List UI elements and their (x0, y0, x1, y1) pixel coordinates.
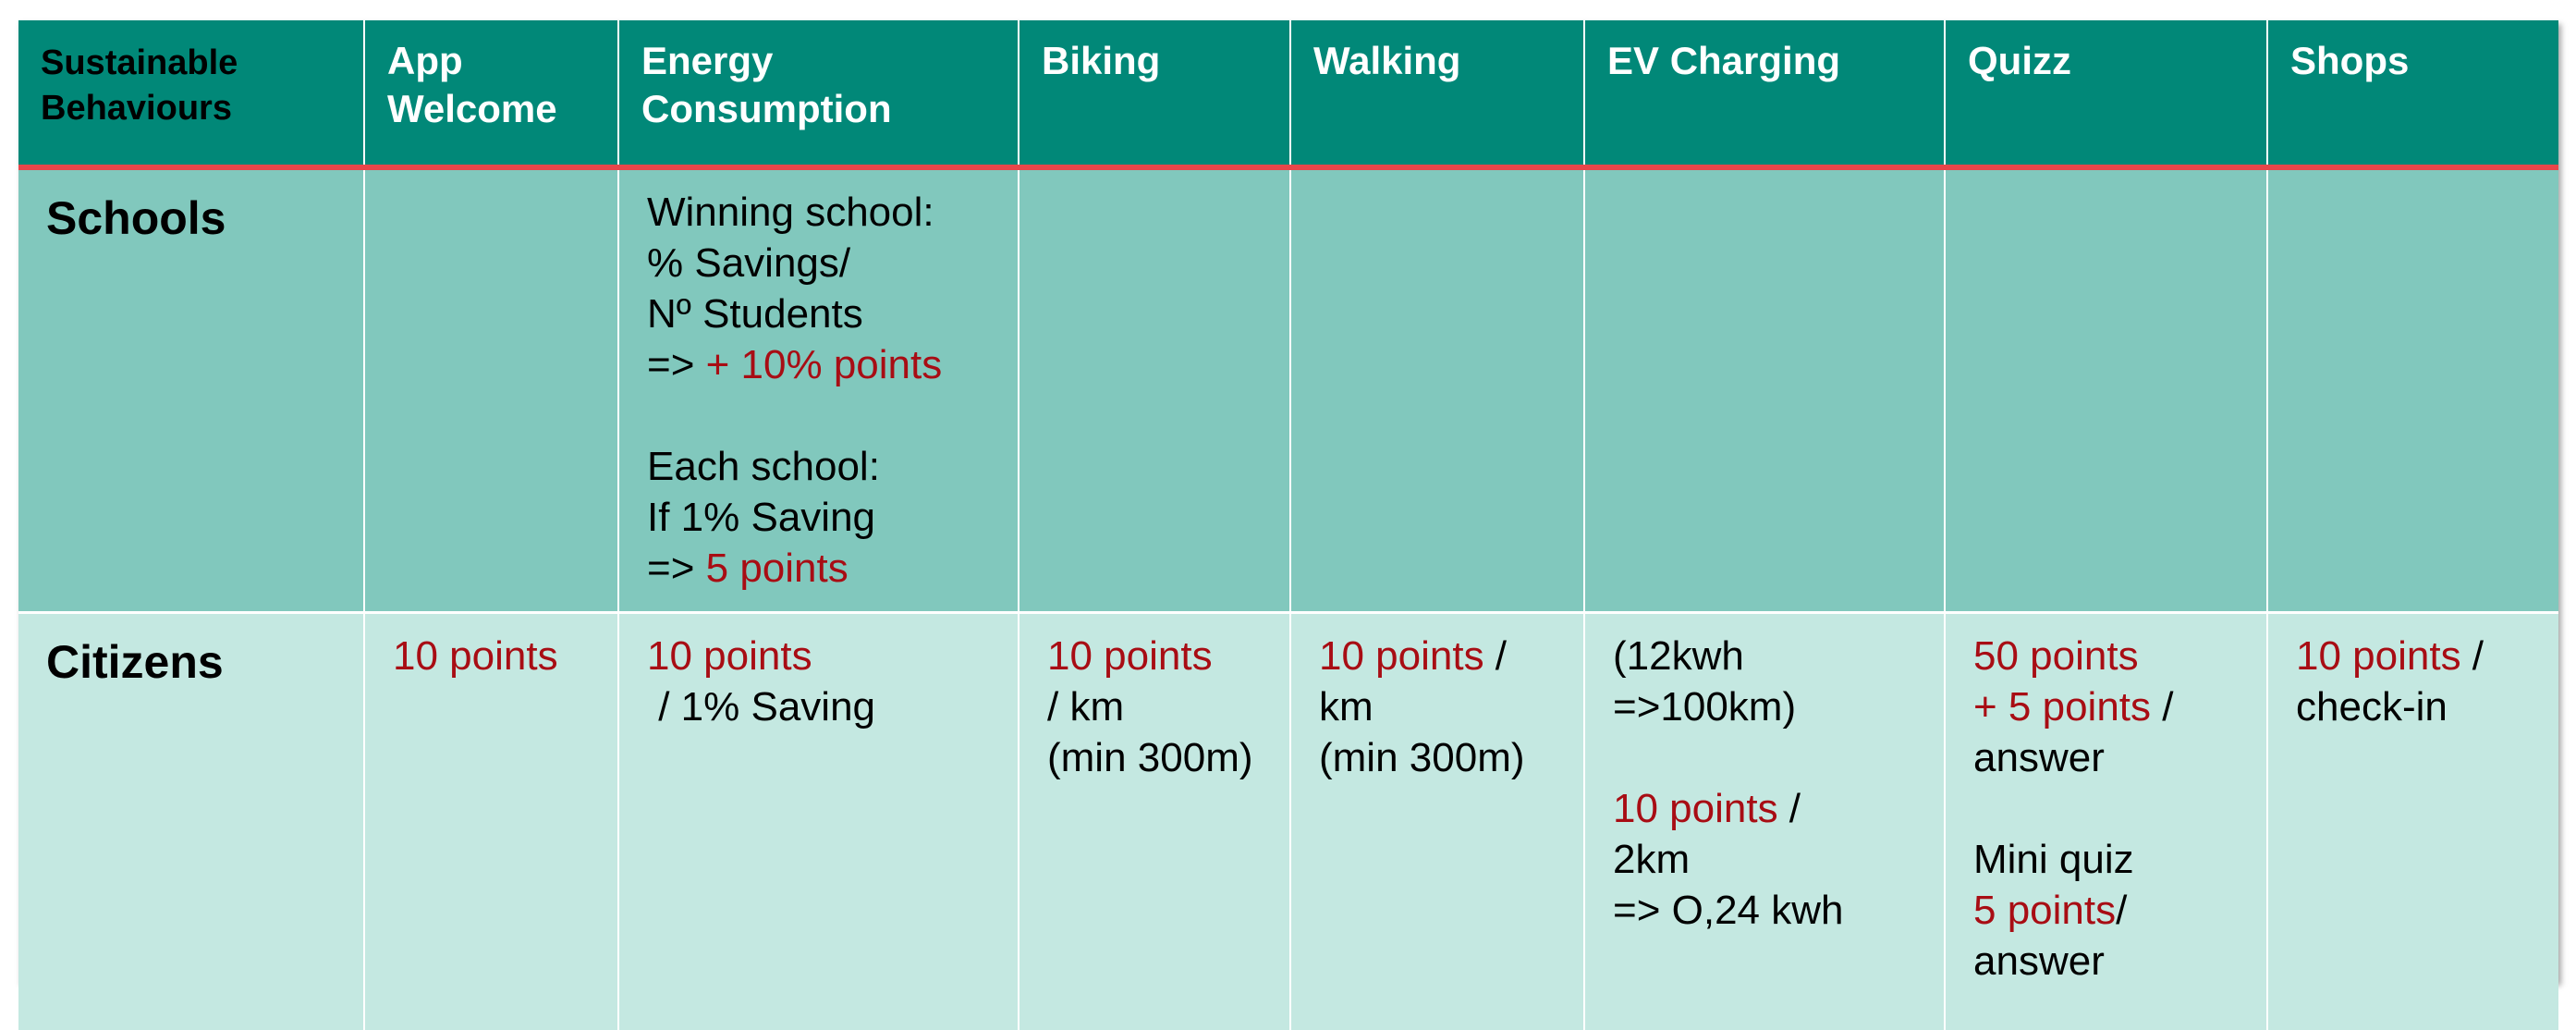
schools-row: Schools Winning school: % Savings/ Nº St… (18, 167, 2558, 613)
header-sustainable-behaviours: Sustainable Behaviours (18, 20, 364, 167)
schools-energy-line5: Each school: (647, 441, 999, 492)
citizens-walking-points: 10 points (1319, 633, 1484, 679)
citizens-biking-cell: 10 points / km (min 300m) (1019, 613, 1290, 1030)
citizens-quizz-answer-points: + 5 points (1973, 684, 2151, 730)
schools-energy-line1: Winning school: (647, 187, 999, 238)
header-app-welcome: App Welcome (364, 20, 618, 167)
header-quizz-label: Quizz (1968, 37, 2248, 85)
citizens-quizz-base-points: 50 points (1973, 631, 2248, 681)
schools-energy-line7-prefix: => (647, 546, 706, 591)
citizens-walking-line2: km (1319, 681, 1565, 732)
header-corner-line1: Sustainable (41, 41, 345, 86)
citizens-shops-line2: check-in (2296, 681, 2540, 732)
citizens-app-welcome-points: 10 points (393, 631, 599, 681)
schools-quizz-cell (1945, 167, 2267, 613)
schools-shops-cell (2267, 167, 2558, 613)
header-corner-line2: Behaviours (41, 86, 345, 131)
header-biking: Biking (1019, 20, 1290, 167)
schools-energy-line4: => + 10% points (647, 339, 999, 390)
citizens-quizz-line5-suffix: / (2116, 888, 2127, 933)
citizens-quizz-line5: 5 points/ (1973, 885, 2248, 936)
citizens-biking-line3: (min 300m) (1047, 732, 1271, 783)
header-energy-line1: Energy (641, 37, 999, 85)
citizens-ev-line1: (12kwh (1613, 631, 1925, 681)
schools-energy-line7: => 5 points (647, 543, 999, 594)
citizens-walking-cell: 10 points / km (min 300m) (1290, 613, 1584, 1030)
citizens-shops-line1: 10 points / (2296, 631, 2540, 681)
citizens-ev-cell: (12kwh =>100km) 10 points / 2km => O,24 … (1584, 613, 1945, 1030)
citizens-walking-line1-suffix: / (1484, 633, 1507, 679)
citizens-ev-line3-suffix: / (1778, 786, 1801, 831)
citizens-quizz-line6: answer (1973, 936, 2248, 987)
schools-energy-winning-points: + 10% points (706, 342, 943, 387)
schools-ev-cell (1584, 167, 1945, 613)
schools-biking-cell (1019, 167, 1290, 613)
schools-energy-line2: % Savings/ (647, 238, 999, 288)
header-row: Sustainable Behaviours App Welcome Energ… (18, 20, 2558, 167)
citizens-energy-points: 10 points (647, 631, 999, 681)
citizens-quizz-line2: + 5 points / (1973, 681, 2248, 732)
citizens-quizz-cell: 50 points + 5 points / answer Mini quiz … (1945, 613, 2267, 1030)
behaviours-points-table-frame: Sustainable Behaviours App Welcome Energ… (18, 20, 2558, 982)
header-shops: Shops (2267, 20, 2558, 167)
citizens-energy-line2: / 1% Saving (647, 681, 999, 732)
citizens-row: Citizens 10 points 10 points / 1% Saving… (18, 613, 2558, 1030)
citizens-biking-line2: / km (1047, 681, 1271, 732)
citizens-walking-line1: 10 points / (1319, 631, 1565, 681)
schools-energy-line4-prefix: => (647, 342, 706, 387)
header-energy-line2: Consumption (641, 85, 999, 133)
schools-walking-cell (1290, 167, 1584, 613)
schools-energy-line3: Nº Students (647, 288, 999, 339)
citizens-ev-line5: => O,24 kwh (1613, 885, 1925, 936)
schools-row-label: Schools (18, 167, 364, 613)
header-ev-label: EV Charging (1607, 37, 1925, 85)
schools-app-welcome-cell (364, 167, 618, 613)
header-ev-charging: EV Charging (1584, 20, 1945, 167)
behaviours-points-table: Sustainable Behaviours App Welcome Energ… (18, 20, 2558, 1030)
citizens-quizz-line2-suffix: / (2151, 684, 2173, 730)
citizens-biking-points: 10 points (1047, 631, 1271, 681)
schools-energy-cell: Winning school: % Savings/ Nº Students =… (618, 167, 1019, 613)
header-walking: Walking (1290, 20, 1584, 167)
citizens-shops-points: 10 points (2296, 633, 2461, 679)
schools-energy-each-points: 5 points (706, 546, 848, 591)
citizens-row-label: Citizens (18, 613, 364, 1030)
citizens-quizz-mini-points: 5 points (1973, 888, 2116, 933)
citizens-app-welcome-cell: 10 points (364, 613, 618, 1030)
spacer (1973, 783, 2248, 834)
schools-energy-line6: If 1% Saving (647, 492, 999, 543)
spacer (1613, 732, 1925, 783)
header-app-welcome-line1: App (387, 37, 599, 85)
header-shops-label: Shops (2290, 37, 2540, 85)
citizens-shops-line1-suffix: / (2461, 633, 2484, 679)
citizens-ev-line2: =>100km) (1613, 681, 1925, 732)
header-app-welcome-line2: Welcome (387, 85, 599, 133)
spacer (647, 390, 999, 441)
citizens-energy-cell: 10 points / 1% Saving (618, 613, 1019, 1030)
citizens-walking-line3: (min 300m) (1319, 732, 1565, 783)
header-energy-consumption: Energy Consumption (618, 20, 1019, 167)
header-biking-label: Biking (1042, 37, 1271, 85)
citizens-ev-line3: 10 points / (1613, 783, 1925, 834)
citizens-shops-cell: 10 points / check-in (2267, 613, 2558, 1030)
citizens-ev-line4: 2km (1613, 834, 1925, 885)
header-quizz: Quizz (1945, 20, 2267, 167)
citizens-quizz-line4: Mini quiz (1973, 834, 2248, 885)
citizens-quizz-line3: answer (1973, 732, 2248, 783)
citizens-ev-points: 10 points (1613, 786, 1778, 831)
header-walking-label: Walking (1313, 37, 1565, 85)
